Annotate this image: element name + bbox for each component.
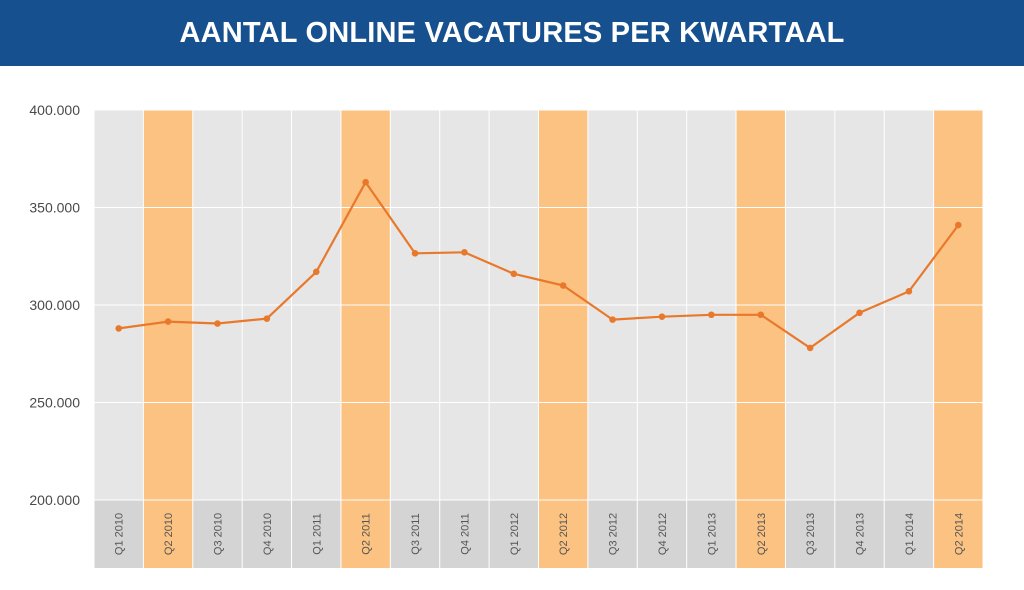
- data-point: [115, 325, 122, 332]
- data-point: [609, 316, 616, 323]
- label-band: [588, 500, 637, 568]
- data-point: [905, 288, 913, 295]
- x-tick-label: Q3 2010: [212, 513, 224, 555]
- data-point: [411, 250, 419, 257]
- x-tick-label: Q3 2011: [410, 513, 422, 554]
- highlight-band: [539, 110, 588, 568]
- y-tick-label: 350.000: [29, 200, 80, 216]
- x-axis-ticks: Q1 2010 Q2 2010 Q3 2010 Q4 2010 Q1 2011 Q2 20…: [114, 513, 966, 555]
- y-tick-label: 200.000: [29, 492, 80, 508]
- x-tick-label: Q4 2011: [459, 513, 471, 554]
- x-tick-label: Q3 2012: [608, 513, 620, 555]
- data-point: [955, 221, 962, 229]
- highlight-band: [341, 110, 390, 568]
- x-tick-label: Q3 2013: [805, 513, 817, 555]
- gridlines: [94, 109, 983, 501]
- label-band: [687, 500, 736, 568]
- data-point: [510, 270, 518, 278]
- data-point: [164, 318, 172, 325]
- data-point: [559, 282, 567, 289]
- data-point: [461, 249, 468, 256]
- y-axis-ticks: 200.000 250.000 300.000 350.000 400.000: [29, 102, 80, 508]
- label-band: [440, 500, 489, 568]
- highlight-band: [736, 110, 785, 568]
- series-line-layer: [118, 181, 960, 349]
- label-band: [292, 500, 341, 568]
- label-band: [390, 500, 440, 568]
- x-tick-label: Q2 2014: [953, 513, 965, 555]
- label-band: [242, 500, 292, 568]
- label-band: [884, 500, 934, 568]
- x-tick-label: Q2 2012: [558, 513, 570, 555]
- label-band: [637, 500, 687, 568]
- data-point: [856, 309, 863, 317]
- x-tick-label: Q2 2011: [361, 513, 373, 554]
- label-band: [785, 500, 835, 568]
- series-line: [118, 181, 960, 349]
- data-points: [115, 178, 962, 352]
- label-band: [489, 500, 538, 568]
- x-tick-label: Q1 2010: [114, 513, 126, 555]
- y-tick-label: 250.000: [29, 395, 80, 411]
- data-point: [658, 313, 666, 321]
- x-tick-label: Q1 2012: [509, 513, 521, 555]
- x-tick-label: Q2 2010: [163, 513, 175, 555]
- data-point: [806, 344, 814, 352]
- data-point: [214, 320, 221, 327]
- x-tick-label: Q1 2014: [904, 513, 916, 555]
- x-tick-label: Q1 2011: [311, 513, 323, 554]
- label-band: [94, 500, 143, 568]
- label-band: [835, 500, 884, 568]
- category-bands: [94, 110, 983, 568]
- x-tick-label: Q4 2013: [855, 513, 867, 555]
- y-tick-label: 400.000: [29, 102, 80, 118]
- data-point: [757, 311, 765, 319]
- x-tick-label: Q4 2012: [657, 513, 669, 555]
- chart-title-bar: AANTAL ONLINE VACATURES PER KWARTAAL: [0, 0, 1024, 66]
- data-point: [312, 268, 320, 276]
- highlight-band: [143, 110, 193, 568]
- y-tick-label: 300.000: [29, 297, 80, 313]
- x-tick-label: Q1 2013: [706, 513, 718, 555]
- data-point: [362, 178, 369, 186]
- label-band: [193, 500, 242, 568]
- data-point: [708, 311, 715, 319]
- chart-title: AANTAL ONLINE VACATURES PER KWARTAAL: [179, 16, 845, 49]
- x-tick-label: Q2 2013: [756, 513, 768, 555]
- x-tick-label: Q4 2010: [262, 513, 274, 555]
- highlight-band: [934, 110, 983, 568]
- data-point: [263, 315, 271, 322]
